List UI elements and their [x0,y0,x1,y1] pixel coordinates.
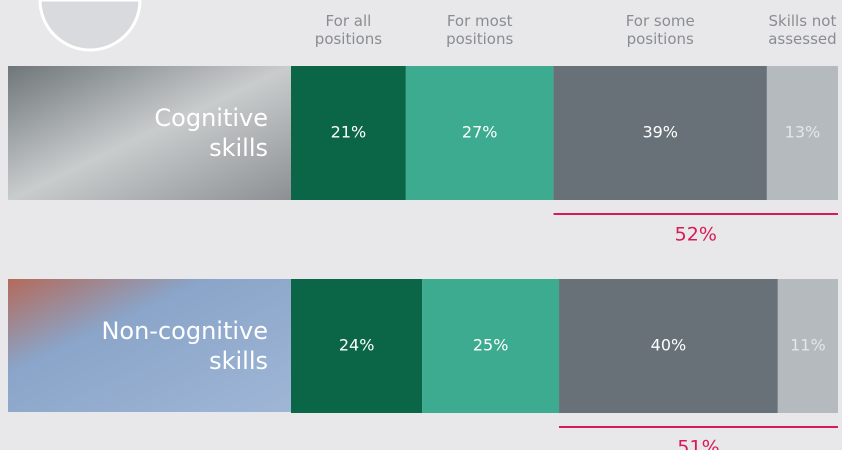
value-label: 40% [651,336,687,355]
avatar [40,0,140,50]
column-header: For most positions [434,12,526,48]
annotation-label: 51% [677,437,719,450]
column-header: For some positions [614,12,706,48]
chart: 21% 27% 39% 13% 52% 24% 25% 40% 11% 51% [0,0,842,450]
value-label: 11% [790,336,826,355]
row-label: Cognitive skills [120,103,268,163]
value-label: 25% [473,336,509,355]
annotation-label: 52% [675,224,717,246]
value-label: 24% [339,336,375,355]
value-label: 27% [462,123,498,142]
column-header: Skills not assessed [763,12,841,48]
page: 21%27%39%13%52%24%25%40%11%51% (() => { … [0,0,842,450]
value-label: 13% [785,123,821,142]
column-header: For all positions [308,12,388,48]
value-label: 39% [642,123,678,142]
value-label: 21% [331,123,367,142]
row-label: Non-cognitive skills [70,316,268,376]
